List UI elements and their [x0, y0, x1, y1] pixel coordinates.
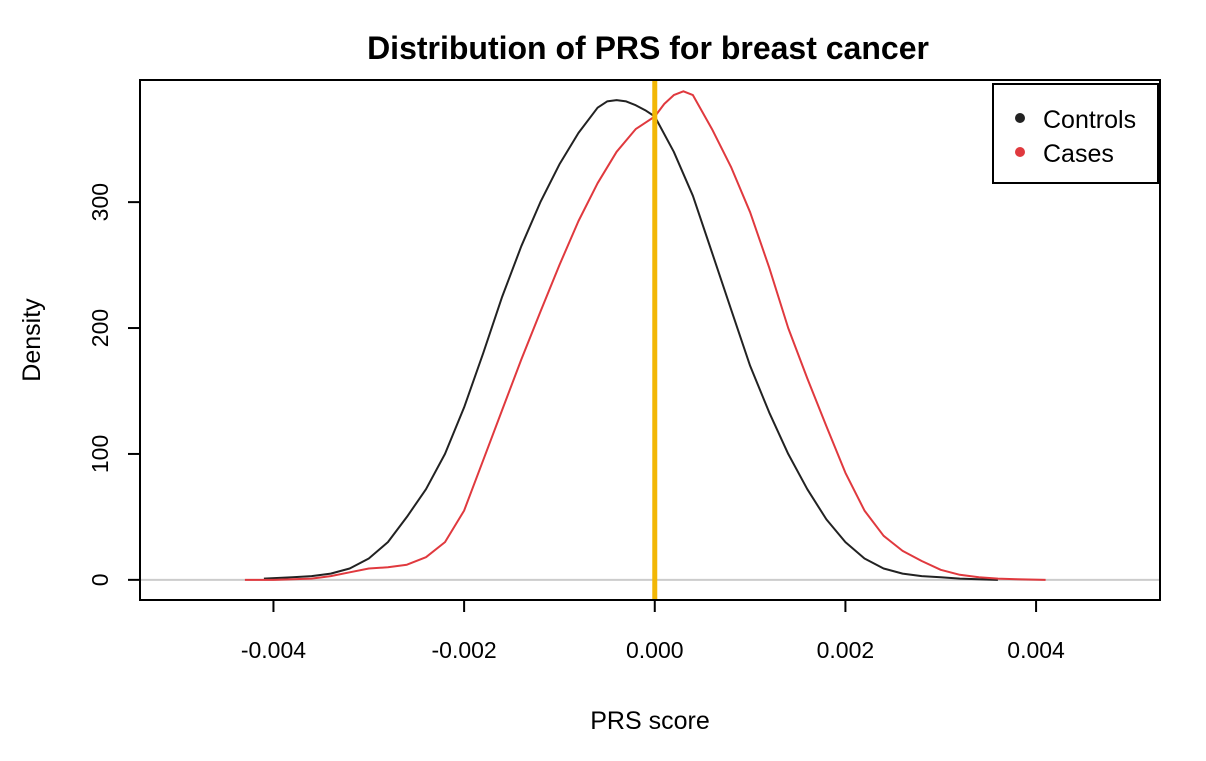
y-tick-label: 300 [87, 183, 113, 221]
x-axis-label: PRS score [590, 707, 709, 735]
series-line-cases [244, 90, 1046, 581]
y-tick-label: 200 [87, 309, 113, 347]
x-tick-label: 0.000 [626, 637, 684, 663]
plot-frame [139, 79, 1161, 601]
y-tick-label: 0 [87, 573, 113, 586]
series-line-controls [263, 99, 998, 581]
legend-box [992, 83, 1159, 184]
chart-title: Distribution of PRS for breast cancer [367, 30, 929, 66]
legend-marker-cases [1015, 147, 1025, 157]
legend: Controls Cases [992, 83, 1159, 184]
legend-label-controls: Controls [1043, 106, 1136, 134]
y-tick-label: 100 [87, 435, 113, 473]
x-tick-label: -0.002 [432, 637, 497, 663]
x-tick-label: 0.004 [1007, 637, 1065, 663]
x-tick-label: 0.002 [817, 637, 875, 663]
x-tick-label: -0.004 [241, 637, 306, 663]
y-axis-label: Density [18, 298, 46, 382]
legend-label-cases: Cases [1043, 140, 1114, 168]
legend-marker-controls [1015, 113, 1025, 123]
